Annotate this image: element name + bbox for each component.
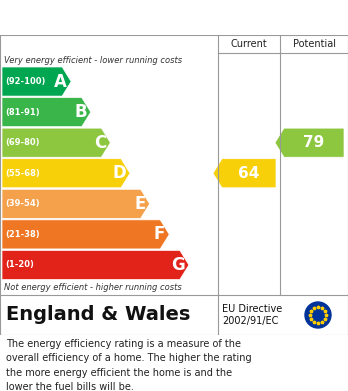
Text: Very energy efficient - lower running costs: Very energy efficient - lower running co…	[4, 56, 182, 65]
Polygon shape	[2, 159, 130, 188]
Text: G: G	[171, 256, 185, 274]
Text: (1-20): (1-20)	[5, 260, 34, 269]
Text: EU Directive
2002/91/EC: EU Directive 2002/91/EC	[222, 304, 282, 326]
Text: England & Wales: England & Wales	[6, 305, 190, 325]
Polygon shape	[2, 220, 169, 249]
Text: 64: 64	[238, 166, 260, 181]
Text: (92-100): (92-100)	[5, 77, 45, 86]
Polygon shape	[2, 67, 71, 96]
Polygon shape	[213, 159, 276, 188]
Polygon shape	[275, 128, 344, 157]
Text: (81-91): (81-91)	[5, 108, 40, 117]
Text: C: C	[94, 134, 106, 152]
Text: B: B	[74, 103, 87, 121]
Text: D: D	[112, 164, 126, 182]
Text: (69-80): (69-80)	[5, 138, 40, 147]
Text: (55-68): (55-68)	[5, 169, 40, 178]
Circle shape	[305, 302, 331, 328]
Text: Potential: Potential	[293, 39, 335, 49]
Polygon shape	[2, 128, 110, 157]
Text: F: F	[154, 225, 165, 243]
Polygon shape	[2, 98, 91, 127]
Text: E: E	[134, 195, 145, 213]
Text: Energy Efficiency Rating: Energy Efficiency Rating	[8, 7, 218, 23]
Polygon shape	[2, 250, 189, 280]
Text: Current: Current	[231, 39, 267, 49]
Text: (39-54): (39-54)	[5, 199, 40, 208]
Text: Not energy efficient - higher running costs: Not energy efficient - higher running co…	[4, 283, 182, 292]
Text: The energy efficiency rating is a measure of the
overall efficiency of a home. T: The energy efficiency rating is a measur…	[6, 339, 252, 391]
Text: 79: 79	[303, 135, 325, 150]
Text: (21-38): (21-38)	[5, 230, 40, 239]
Polygon shape	[2, 189, 150, 218]
Text: A: A	[54, 73, 67, 91]
